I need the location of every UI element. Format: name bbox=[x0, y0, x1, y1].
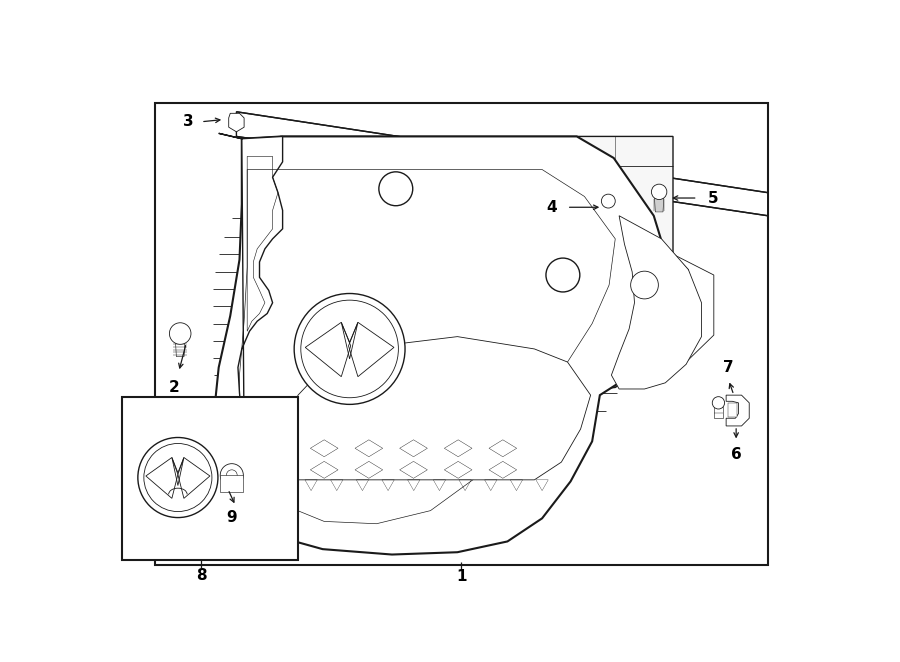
Polygon shape bbox=[673, 254, 714, 362]
Polygon shape bbox=[726, 395, 749, 426]
Polygon shape bbox=[654, 198, 664, 212]
Circle shape bbox=[631, 271, 659, 299]
Polygon shape bbox=[213, 136, 669, 555]
Polygon shape bbox=[616, 254, 688, 316]
Text: 9: 9 bbox=[227, 510, 237, 525]
Circle shape bbox=[138, 438, 218, 518]
Polygon shape bbox=[611, 216, 701, 389]
Polygon shape bbox=[219, 133, 283, 439]
Circle shape bbox=[379, 172, 413, 206]
Polygon shape bbox=[600, 217, 616, 224]
Circle shape bbox=[294, 293, 405, 404]
Text: 8: 8 bbox=[195, 568, 206, 583]
Polygon shape bbox=[220, 475, 243, 492]
Polygon shape bbox=[284, 336, 590, 480]
Text: 5: 5 bbox=[707, 191, 718, 205]
Text: 7: 7 bbox=[723, 360, 734, 375]
Text: 4: 4 bbox=[546, 200, 557, 214]
Polygon shape bbox=[155, 103, 768, 565]
Text: 1: 1 bbox=[456, 569, 466, 585]
Text: 2: 2 bbox=[168, 380, 179, 395]
Text: 6: 6 bbox=[731, 447, 742, 462]
Polygon shape bbox=[176, 343, 184, 357]
Circle shape bbox=[712, 397, 724, 409]
Polygon shape bbox=[237, 112, 768, 216]
Text: 3: 3 bbox=[183, 115, 194, 129]
Polygon shape bbox=[122, 397, 298, 560]
Circle shape bbox=[220, 463, 243, 487]
Polygon shape bbox=[728, 403, 737, 416]
Polygon shape bbox=[229, 113, 244, 132]
Circle shape bbox=[546, 258, 580, 292]
Circle shape bbox=[227, 470, 238, 481]
Circle shape bbox=[169, 323, 191, 344]
Polygon shape bbox=[280, 136, 673, 408]
Circle shape bbox=[601, 194, 616, 208]
Polygon shape bbox=[604, 207, 613, 217]
Polygon shape bbox=[714, 407, 723, 418]
Circle shape bbox=[652, 184, 667, 199]
